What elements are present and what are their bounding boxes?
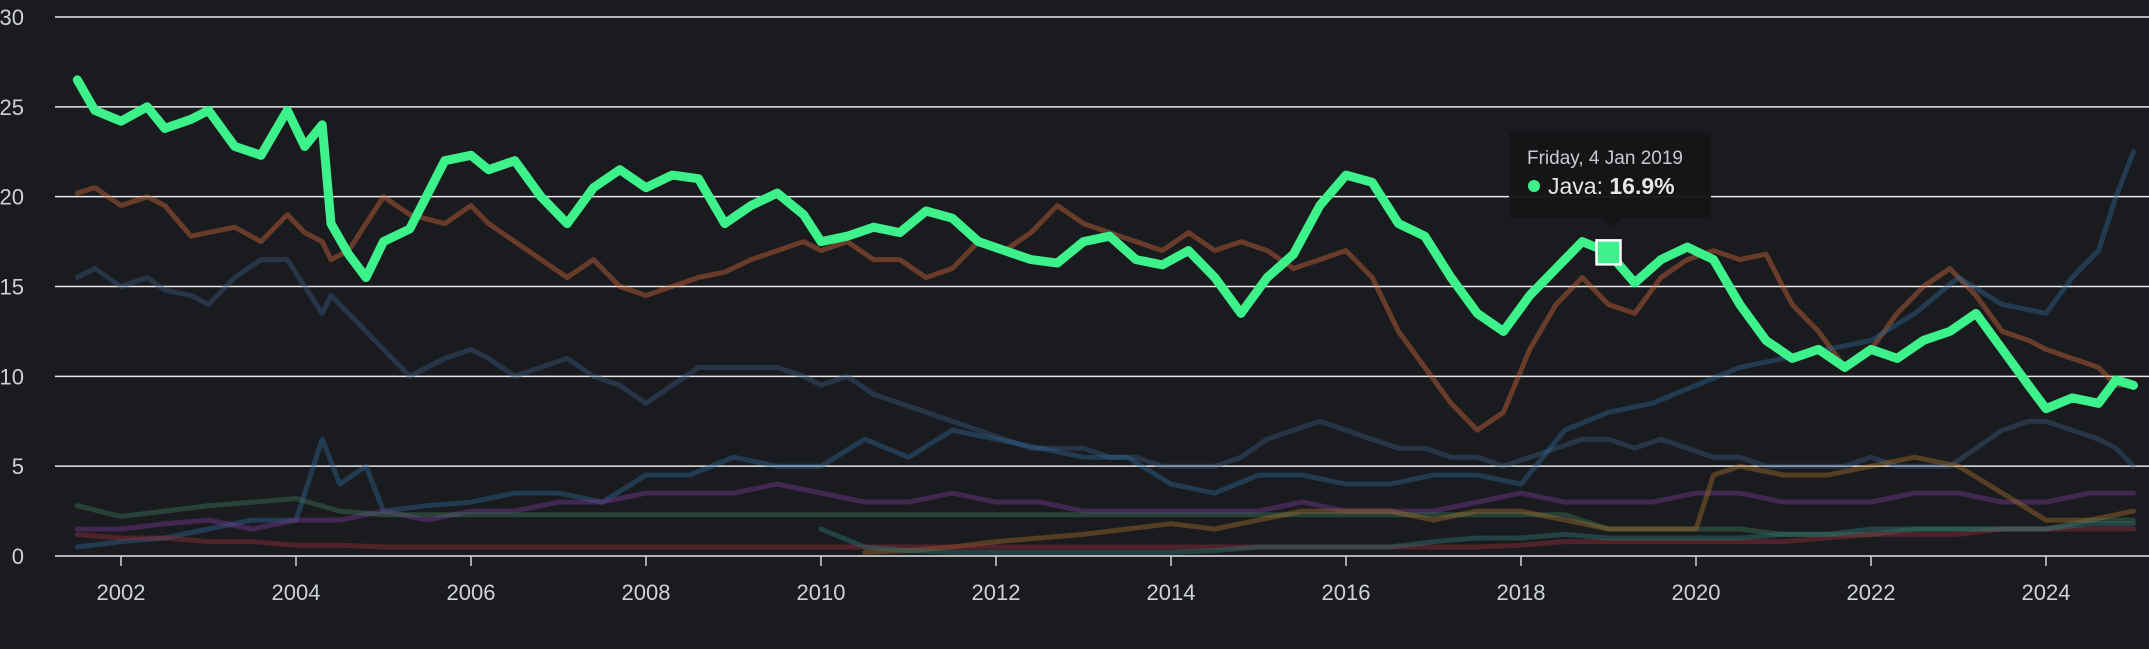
tooltip-box: [1509, 132, 1711, 218]
tooltip-date: Friday, 4 Jan 2019: [1527, 148, 1683, 169]
tooltip-value: 16.9%: [1609, 173, 1674, 199]
series-line-background: [74, 526, 2136, 550]
grid-lines: [55, 16, 2149, 557]
x-axis-ticks: 2002 2004 2006 2008 2010 2012 2014 2016 2018 2020…: [97, 556, 2071, 605]
y-tick-label: 10: [0, 364, 24, 389]
y-tick-label: 5: [12, 454, 24, 479]
x-tick-label: 2014: [1147, 580, 1196, 605]
series-line-background: [74, 185, 2136, 433]
y-tick-label: 15: [0, 275, 24, 300]
x-tick-label: 2008: [622, 580, 671, 605]
series-lines: [72, 75, 2138, 555]
series-line-java: [72, 75, 2138, 414]
y-tick-label: 25: [0, 95, 24, 120]
x-tick-label: 2018: [1497, 580, 1546, 605]
x-tick-label: 2012: [972, 580, 1021, 605]
hover-marker-layer: [1595, 239, 1622, 266]
tooltip-separator: :: [1597, 173, 1610, 199]
series-line-background: [818, 521, 2136, 555]
x-tick-label: 2020: [1672, 580, 1721, 605]
series-line-background: [74, 481, 2136, 532]
x-tick-label: 2004: [272, 580, 321, 605]
tooltip-line: Java: 16.9%: [1548, 173, 1675, 199]
series-line-background: [74, 257, 2136, 469]
x-tick-label: 2022: [1847, 580, 1896, 605]
x-tick-label: 2024: [2022, 580, 2071, 605]
x-tick-label: 2002: [97, 580, 146, 605]
x-tick-label: 2010: [797, 580, 846, 605]
tooltip-series-dot-icon: [1528, 180, 1540, 192]
tooltip-series-name: Java: [1548, 173, 1597, 199]
tooltip: Friday, 4 Jan 2019 Java: 16.9%: [1509, 132, 1711, 228]
tooltip-pointer: [1601, 218, 1621, 228]
x-tick-label: 2016: [1322, 580, 1371, 605]
series-line-background: [862, 454, 2136, 555]
series-line-background: [74, 149, 2136, 550]
y-tick-label: 0: [12, 544, 24, 569]
hover-point-marker: [1595, 239, 1622, 266]
y-tick-label: 30: [0, 5, 24, 30]
x-tick-label: 2006: [447, 580, 496, 605]
series-line-background: [74, 496, 2136, 537]
y-tick-label: 20: [0, 185, 24, 210]
y-axis-ticks: 0 5 10 15 20 25 30: [0, 5, 24, 569]
